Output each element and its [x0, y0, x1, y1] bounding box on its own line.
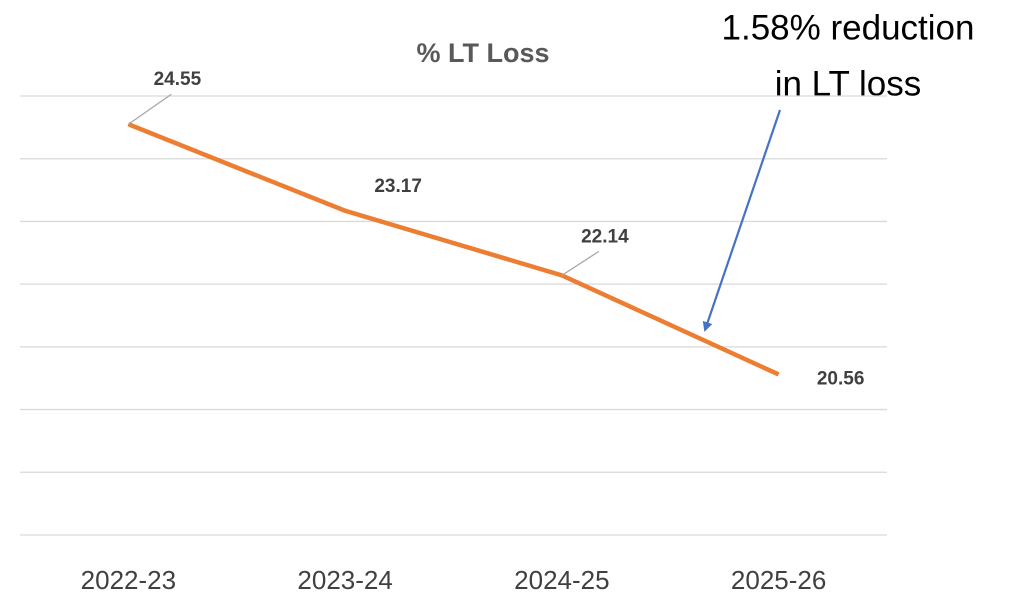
data-label: 20.56 [817, 368, 865, 389]
annotation-arrow [702, 109, 782, 332]
data-label: 22.14 [581, 226, 629, 247]
leader-line [128, 93, 172, 125]
data-label: 23.17 [374, 176, 422, 197]
x-tick-label: 2024-25 [514, 565, 609, 595]
x-tick-label: 2023-24 [297, 565, 392, 595]
line [127, 122, 780, 377]
chart-title: % LT Loss [416, 38, 549, 68]
annotation: in LT loss [775, 64, 922, 103]
annotation: 1.58% reduction [722, 8, 975, 47]
x-tick-label: 2025-26 [731, 565, 826, 595]
x-tick-label: 2022-23 [81, 565, 176, 595]
leader-line [561, 250, 600, 276]
data-label: 24.55 [154, 69, 202, 90]
